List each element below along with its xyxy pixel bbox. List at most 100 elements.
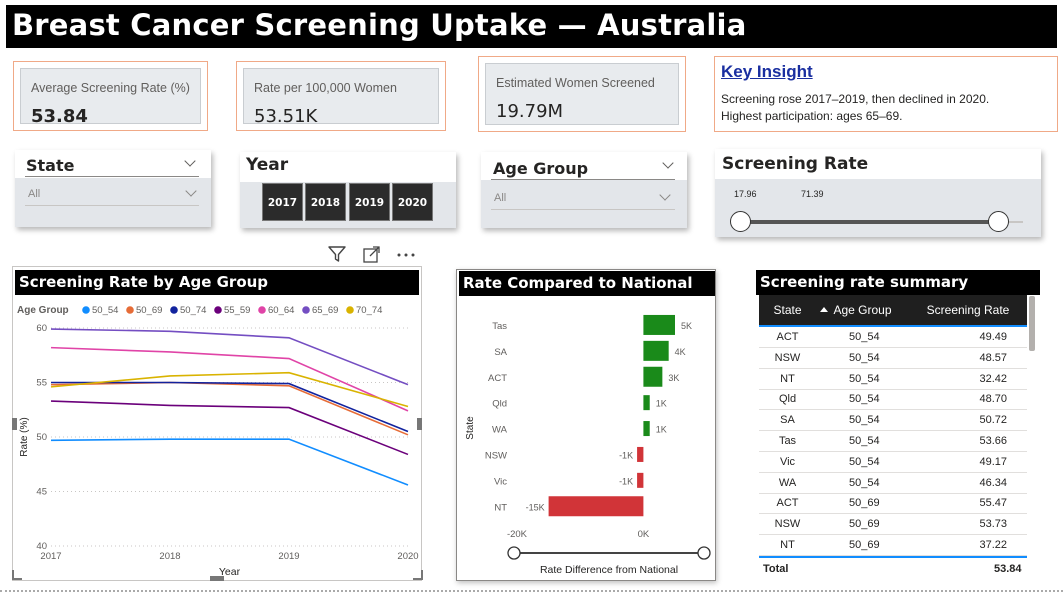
- year-button-2019[interactable]: 2019: [349, 183, 390, 221]
- cell-state: Tas: [778, 435, 797, 447]
- x-tick-label: -20K: [507, 529, 528, 540]
- age-group-slicer: Age Group All: [481, 152, 687, 228]
- y-tick-label: 50: [36, 432, 47, 443]
- range-max-label: 71.39: [801, 189, 824, 199]
- chevron-down-icon[interactable]: [662, 157, 674, 169]
- resize-handle[interactable]: [417, 418, 422, 430]
- chevron-down-icon: [659, 189, 671, 201]
- age-group-dropdown[interactable]: All: [491, 188, 675, 210]
- bar-sa: [643, 340, 669, 361]
- x-axis-title: Rate Difference from National: [540, 564, 678, 576]
- table-row[interactable]: NT 50_69 37.22: [759, 535, 1027, 556]
- legend-marker: [258, 306, 266, 314]
- data-label: -1K: [619, 476, 633, 486]
- data-label: 1K: [656, 425, 667, 435]
- cell-screening-rate: 50.72: [979, 414, 1007, 427]
- legend-label: 50_74: [180, 305, 206, 316]
- state-dropdown[interactable]: All: [25, 184, 199, 206]
- more-options-icon[interactable]: [396, 244, 418, 264]
- cell-screening-rate: 32.42: [979, 372, 1007, 385]
- series-line-65-69: [50, 328, 409, 386]
- category-label: NT: [494, 502, 507, 513]
- table-row[interactable]: Tas 50_54 53.66: [759, 431, 1027, 452]
- column-header-age-group[interactable]: Age Group: [816, 295, 909, 325]
- table-scrollbar[interactable]: [1029, 296, 1035, 351]
- category-label: ACT: [488, 373, 507, 384]
- insight-title-link[interactable]: Key Insight: [721, 62, 813, 81]
- legend-label: 65_69: [312, 305, 338, 316]
- line-chart-plot[interactable]: Age Group 50_54 50_69 50_74 55_59 60_64 65_69 7…: [13, 295, 421, 580]
- kpi-label: Estimated Women Screened: [496, 76, 655, 90]
- cell-screening-rate: 48.57: [979, 351, 1007, 364]
- legend-marker: [82, 306, 90, 314]
- cell-age-group: 50_69: [849, 539, 880, 551]
- series-line-50-69: [50, 381, 409, 436]
- focus-mode-icon[interactable]: [362, 244, 382, 264]
- bar-chart-card[interactable]: Rate Compared to National State Tas 5K SA 4K…: [456, 269, 716, 581]
- table-row[interactable]: Vic 50_54 49.17: [759, 452, 1027, 473]
- range-track-remainder: [999, 221, 1023, 223]
- chevron-down-icon[interactable]: [184, 155, 196, 167]
- table-row[interactable]: NSW 50_69 53.73: [759, 514, 1027, 536]
- cell-state: WA: [778, 476, 797, 489]
- kpi-value: 53.84: [31, 106, 88, 127]
- year-button-2020[interactable]: 2020: [392, 183, 433, 221]
- column-header-label: Age Group: [833, 303, 892, 317]
- table-row[interactable]: ACT 50_54 49.49: [759, 327, 1027, 348]
- screening-rate-slicer: Screening Rate 17.96 71.39: [715, 149, 1041, 237]
- year-button-2017[interactable]: 2017: [262, 183, 303, 221]
- slicer-title: State: [26, 156, 75, 175]
- year-button-2018[interactable]: 2018: [305, 183, 346, 221]
- column-header-screening-rate[interactable]: Screening Rate: [909, 295, 1027, 325]
- range-min-label: 17.96: [734, 189, 757, 199]
- x-range-min-handle[interactable]: [507, 546, 521, 560]
- legend-marker: [214, 306, 222, 314]
- kpi-card-women-screened: Estimated Women Screened 19.79M: [478, 56, 686, 132]
- slicer-header: Age Group: [481, 152, 687, 180]
- slicer-title: Year: [246, 155, 289, 175]
- range-min-handle[interactable]: [730, 211, 751, 232]
- total-divider: [759, 556, 1027, 558]
- resize-handle[interactable]: [12, 418, 17, 430]
- summary-table-card[interactable]: Screening rate summary State Age Group S…: [756, 269, 1040, 581]
- line-chart-card[interactable]: Screening Rate by Age Group Age Group 50_…: [12, 266, 422, 581]
- filter-icon[interactable]: [327, 244, 347, 264]
- table-row[interactable]: WA 50_54 46.34: [759, 473, 1027, 494]
- table-row[interactable]: Qld 50_54 48.70: [759, 389, 1027, 411]
- cell-state: NT: [780, 372, 795, 385]
- table-row[interactable]: ACT 50_69 55.47: [759, 493, 1027, 515]
- range-max-handle[interactable]: [988, 211, 1009, 232]
- resize-handle[interactable]: [12, 570, 22, 580]
- bar-chart-plot[interactable]: State Tas 5K SA 4K ACT 3K Qld 1K WA 1K NSW -1K Vic -1K…: [457, 296, 715, 580]
- cell-state: ACT: [776, 331, 799, 343]
- data-label: 1K: [656, 399, 667, 409]
- kpi-card-rate-per-100k: Rate per 100,000 Women 53.51K: [236, 61, 446, 131]
- slicer-header: State: [15, 150, 211, 178]
- data-label: -15K: [526, 502, 545, 512]
- dropdown-value: All: [28, 188, 41, 200]
- page-title: Breast Cancer Screening Uptake — Austral…: [12, 8, 747, 42]
- category-label: WA: [492, 425, 508, 436]
- category-label: Qld: [492, 399, 507, 410]
- series-line-50-54: [50, 438, 409, 486]
- resize-handle[interactable]: [413, 570, 423, 580]
- resize-handle[interactable]: [210, 576, 224, 581]
- cell-state: NT: [780, 539, 795, 551]
- cell-state: Vic: [779, 455, 796, 468]
- bar-tas: [643, 314, 675, 335]
- legend-marker: [170, 306, 178, 314]
- cell-screening-rate: 46.34: [979, 476, 1007, 489]
- cell-age-group: 50_69: [849, 518, 880, 531]
- bar-nsw: [637, 446, 644, 462]
- table-row[interactable]: NSW 50_54 48.57: [759, 348, 1027, 369]
- series-line-70-74: [50, 371, 409, 408]
- page-title-bar: Breast Cancer Screening Uptake — Austral…: [6, 5, 1057, 48]
- table-row[interactable]: NT 50_54 32.42: [759, 369, 1027, 390]
- column-header-state[interactable]: State: [759, 295, 816, 325]
- cell-age-group: 50_54: [849, 476, 880, 489]
- range-track[interactable]: [741, 220, 999, 224]
- cell-state: ACT: [776, 497, 799, 510]
- slicer-header: Year: [240, 152, 456, 182]
- table-row[interactable]: SA 50_54 50.72: [759, 410, 1027, 432]
- x-range-max-handle[interactable]: [697, 546, 711, 560]
